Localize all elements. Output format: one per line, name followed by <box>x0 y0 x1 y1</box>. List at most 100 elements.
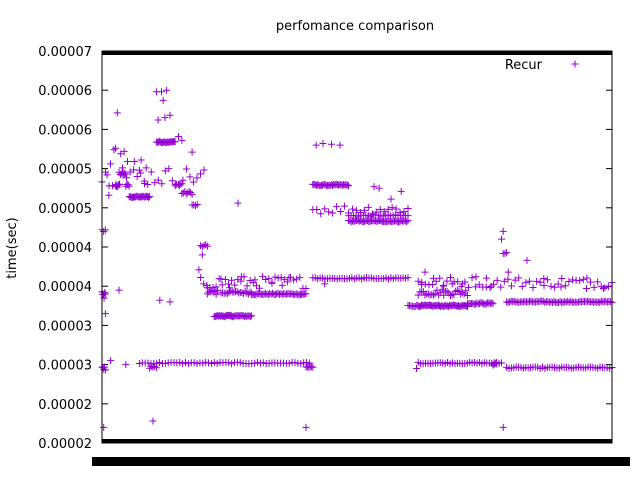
data-point <box>533 277 541 285</box>
data-point <box>228 360 236 368</box>
data-point <box>341 202 349 210</box>
data-point <box>188 148 196 156</box>
data-point <box>558 275 566 283</box>
data-point <box>293 275 301 283</box>
data-point <box>380 208 388 216</box>
data-point <box>482 274 490 282</box>
data-point <box>101 290 109 298</box>
data-point <box>488 299 496 307</box>
data-point <box>192 202 199 210</box>
plot-frame <box>101 50 613 444</box>
data-point <box>149 417 157 425</box>
data-point <box>147 168 155 176</box>
data-point <box>165 165 173 173</box>
data-point <box>182 165 190 173</box>
data-point <box>118 164 126 172</box>
data-point <box>145 193 153 201</box>
data-point <box>384 205 392 213</box>
y-axis-label: time(sec) <box>5 217 20 278</box>
data-point <box>600 285 607 293</box>
data-point <box>137 156 145 164</box>
data-point <box>217 275 225 283</box>
data-point <box>109 182 117 190</box>
data-point <box>237 273 245 281</box>
data-point <box>278 281 286 289</box>
data-point <box>233 288 241 296</box>
data-point <box>510 297 518 305</box>
data-point <box>522 279 530 287</box>
data-point <box>430 274 437 282</box>
data-point <box>122 361 130 369</box>
data-point <box>443 277 451 285</box>
data-point <box>113 109 121 117</box>
data-point <box>203 242 211 250</box>
data-point <box>202 241 210 249</box>
data-point <box>105 191 113 199</box>
data-point <box>290 276 298 284</box>
data-point <box>100 423 108 431</box>
data-point <box>126 168 134 176</box>
data-point <box>421 268 429 276</box>
data-point <box>303 359 311 367</box>
data-point <box>482 283 490 291</box>
data-point <box>329 209 337 217</box>
data-point <box>337 207 345 215</box>
data-point <box>594 278 602 286</box>
data-point <box>535 298 543 306</box>
data-point <box>101 366 109 374</box>
data-point <box>503 249 511 257</box>
data-point <box>586 278 594 286</box>
data-point <box>268 278 276 286</box>
data-point <box>498 235 505 243</box>
data-point <box>248 312 256 320</box>
x-tick-labels-band <box>92 457 630 466</box>
data-point <box>161 360 169 368</box>
data-point <box>525 277 533 285</box>
data-point <box>392 205 400 213</box>
data-point <box>151 179 159 187</box>
data-point <box>137 169 145 177</box>
data-point <box>565 278 573 286</box>
data-point <box>515 274 523 282</box>
y-tick-label: 0.00002 <box>38 398 92 413</box>
data-point <box>397 187 405 195</box>
data-point <box>499 227 507 235</box>
data-point <box>529 283 537 291</box>
data-point <box>101 310 109 318</box>
data-point <box>440 291 448 299</box>
data-point <box>345 182 352 190</box>
data-point <box>387 195 395 203</box>
data-point <box>144 181 152 189</box>
data-point <box>567 297 575 305</box>
x-tick-marks <box>92 51 630 466</box>
data-point <box>414 291 422 299</box>
data-points <box>98 86 616 431</box>
data-point <box>116 180 124 188</box>
data-point <box>583 274 591 282</box>
data-point <box>135 166 143 174</box>
data-point <box>596 299 604 307</box>
data-point <box>561 282 569 290</box>
data-point <box>606 298 614 306</box>
data-point <box>403 218 411 226</box>
data-point <box>243 282 251 290</box>
data-point <box>499 423 507 431</box>
data-point <box>133 172 141 180</box>
data-point <box>112 144 120 152</box>
data-point <box>154 116 162 124</box>
legend-marker-symbol <box>571 60 579 68</box>
data-point <box>413 365 420 373</box>
data-point <box>601 284 609 292</box>
data-point <box>212 290 220 298</box>
data-point <box>107 357 114 365</box>
data-point <box>511 276 519 284</box>
data-point <box>504 268 512 276</box>
data-point <box>228 276 236 284</box>
data-point <box>447 273 454 281</box>
data-point <box>161 167 169 175</box>
data-point <box>404 274 412 282</box>
data-point <box>376 206 384 214</box>
data-point <box>213 359 221 367</box>
data-point <box>590 283 598 291</box>
